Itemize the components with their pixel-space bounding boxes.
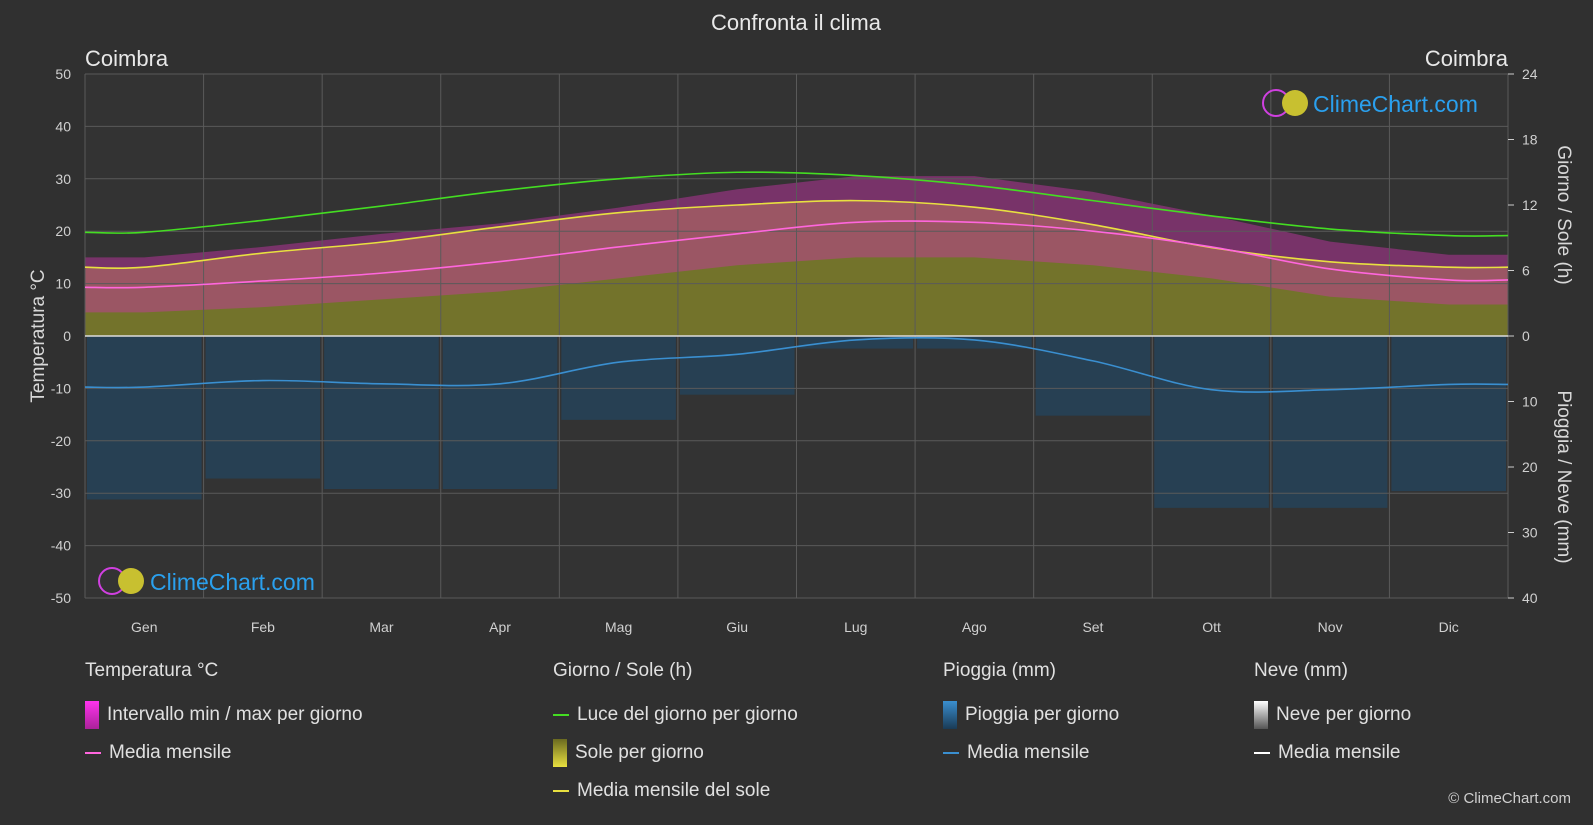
rain-avg-swatch — [943, 752, 959, 754]
y-right-tick-label: 40 — [1522, 590, 1538, 606]
legend-item-temp-range: Intervallo min / max per giorno — [85, 696, 363, 734]
snow-swatch — [1254, 701, 1268, 729]
legend-rain: Pioggia (mm) Pioggia per giorno Media me… — [943, 660, 1119, 772]
y-left-tick-label: -50 — [51, 590, 71, 606]
legend-title: Neve (mm) — [1254, 660, 1348, 681]
sunshine-swatch — [553, 739, 567, 767]
legend-label: Pioggia per giorno — [965, 704, 1120, 725]
legend-label: Intervallo min / max per giorno — [107, 704, 363, 725]
watermark-bottom: ClimeChart.com — [98, 567, 315, 595]
legend-item-sunshine-avg: Media mensile del sole — [553, 772, 798, 810]
legend-label: Sole per giorno — [575, 742, 704, 763]
y-left-tick-label: -20 — [51, 433, 71, 449]
y-right-tick-label: 12 — [1522, 197, 1538, 213]
rain-avg-line — [84, 336, 1509, 393]
x-tick-label: Apr — [489, 619, 511, 635]
x-tick-label: Ott — [1202, 619, 1221, 635]
rain-bar — [1154, 336, 1269, 508]
rain-bar — [442, 336, 558, 490]
temp-avg-swatch — [85, 752, 101, 754]
x-tick-label: Mar — [369, 619, 393, 635]
x-tick-label: Nov — [1318, 619, 1343, 635]
legend-temperature: Temperatura °C Intervallo min / max per … — [85, 660, 363, 772]
x-tick-label: Mag — [605, 619, 632, 635]
y-right-bottom-axis-label: Pioggia / Neve (mm) — [1553, 390, 1574, 563]
sunshine-avg-swatch — [553, 790, 569, 792]
legend-item-rain-avg: Media mensile — [943, 734, 1119, 772]
y-left-tick-label: 10 — [55, 276, 71, 292]
y-left-tick-label: 40 — [55, 118, 71, 134]
location-left: Coimbra — [85, 46, 169, 71]
y-right-tick-label: 24 — [1522, 66, 1538, 82]
x-tick-label: Gen — [131, 619, 157, 635]
rain-bar — [561, 336, 676, 420]
x-tick-label: Set — [1082, 619, 1103, 635]
rain-bar — [324, 336, 439, 490]
legend-label: Neve per giorno — [1276, 704, 1412, 725]
legend-item-sunshine: Sole per giorno — [553, 734, 798, 772]
rain-bar — [87, 336, 202, 500]
x-tick-label: Feb — [251, 619, 275, 635]
legend-title: Giorno / Sole (h) — [553, 660, 693, 681]
temp-avg-line — [84, 220, 1509, 289]
legend-item-temp-avg: Media mensile — [85, 734, 363, 772]
snow-avg-swatch — [1254, 752, 1270, 754]
copyright: © ClimeChart.com — [1448, 790, 1571, 807]
lines-layer — [84, 171, 1509, 393]
legend-label: Media mensile — [1278, 742, 1401, 763]
legend-label: Luce del giorno per giorno — [577, 704, 798, 725]
x-tick-label: Dic — [1439, 619, 1459, 635]
daylight-swatch — [553, 714, 569, 716]
y-right-tick-label: 10 — [1522, 394, 1538, 410]
watermark-top: ClimeChart.com — [1262, 89, 1478, 117]
y-left-tick-label: -30 — [51, 485, 71, 501]
y-left-tick-label: 50 — [55, 66, 71, 82]
watermark-sun — [1282, 90, 1308, 116]
rain-bar — [1272, 336, 1388, 508]
rain-bar — [679, 336, 795, 395]
y-right-top-axis-label: Giorno / Sole (h) — [1553, 145, 1574, 284]
rain-bar — [1035, 336, 1151, 416]
x-tick-label: Ago — [962, 619, 987, 635]
rain-bar — [205, 336, 321, 479]
legend-label: Media mensile del sole — [577, 780, 771, 801]
location-right: Coimbra — [1425, 46, 1509, 71]
y-right-tick-label: 6 — [1522, 263, 1530, 279]
grid-layer — [84, 73, 1509, 599]
rain-swatch — [943, 701, 957, 729]
legend-item-daylight: Luce del giorno per giorno — [553, 696, 798, 734]
y-left-tick-label: -40 — [51, 538, 71, 554]
y-left-tick-label: 30 — [55, 171, 71, 187]
daylight-line — [84, 171, 1509, 237]
x-tick-label: Giu — [726, 619, 748, 635]
axes-layer: 50 40 30 20 10 0 -10 -20 -30 -40 -50 Temperatura °C… — [28, 66, 1574, 635]
legend-title: Temperatura °C — [85, 660, 219, 681]
y-right-tick-label: 30 — [1522, 525, 1538, 541]
y-left-tick-label: 20 — [55, 223, 71, 239]
legend-snow: Neve (mm) Neve per giorno Media mensile — [1254, 660, 1411, 772]
y-left-tick-label: -10 — [51, 380, 71, 396]
legend-item-snow-avg: Media mensile — [1254, 734, 1411, 772]
y-right-tick-label: 20 — [1522, 459, 1538, 475]
rain-bar — [1391, 336, 1506, 492]
y-right-tick-label: 18 — [1522, 132, 1538, 148]
legend-item-rain-daily: Pioggia per giorno — [943, 696, 1119, 734]
y-left-axis-label: Temperatura °C — [28, 269, 49, 402]
y-right-tick-label: 0 — [1522, 328, 1530, 344]
watermark-sun — [118, 568, 144, 594]
chart-title: Confronta il clima — [711, 10, 882, 35]
legend-title: Pioggia (mm) — [943, 660, 1056, 681]
legend-item-snow-daily: Neve per giorno — [1254, 696, 1411, 734]
watermark-text: ClimeChart.com — [1313, 91, 1478, 117]
x-tick-label: Lug — [844, 619, 867, 635]
legend-sun: Giorno / Sole (h) Luce del giorno per gi… — [553, 660, 798, 810]
temp-range-swatch — [85, 701, 99, 729]
sunshine-avg-line — [84, 199, 1509, 270]
legend-label: Media mensile — [967, 742, 1090, 763]
rain-bar — [917, 336, 1032, 349]
y-left-tick-label: 0 — [63, 328, 71, 344]
watermark-text: ClimeChart.com — [150, 569, 315, 595]
legend-label: Media mensile — [109, 742, 232, 763]
